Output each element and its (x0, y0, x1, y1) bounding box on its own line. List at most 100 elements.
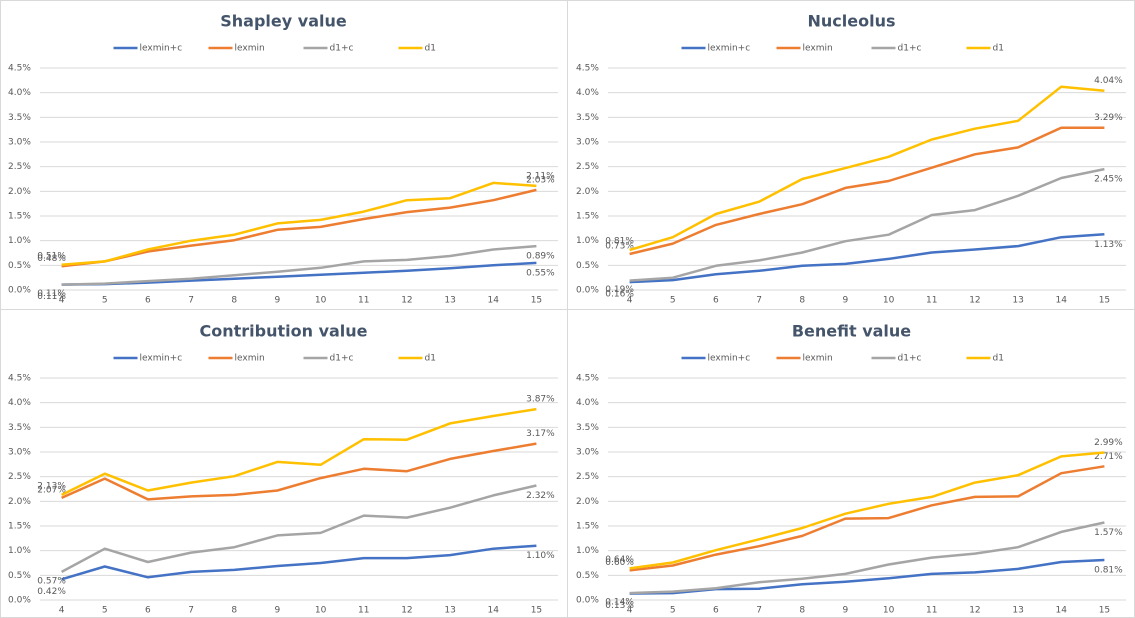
y-tick-label: 0.5% (576, 571, 599, 581)
y-tick-label: 0.0% (576, 286, 599, 296)
y-tick-label: 4.0% (8, 398, 31, 408)
chart-title: Nucleolus (808, 12, 896, 31)
x-tick-label: 6 (713, 296, 719, 306)
x-tick-label: 6 (145, 296, 151, 306)
legend-label: d1 (425, 354, 436, 364)
data-label: 0.48% (37, 254, 66, 264)
legend-label: lexmin+c (140, 44, 183, 54)
x-tick-label: 13 (1012, 606, 1023, 616)
x-tick-label: 15 (1099, 296, 1110, 306)
series-line (629, 126, 1105, 256)
chart-title: Contribution value (199, 322, 367, 341)
y-tick-label: 2.0% (8, 187, 31, 197)
y-tick-label: 4.0% (576, 398, 599, 408)
y-tick-label: 4.5% (576, 64, 599, 74)
data-label: 2.32% (526, 491, 555, 501)
y-tick-label: 4.0% (8, 88, 31, 98)
x-tick-label: 12 (969, 296, 980, 306)
y-tick-label: 2.0% (576, 497, 599, 507)
x-tick-label: 14 (488, 296, 500, 306)
x-tick-label: 12 (401, 296, 412, 306)
y-tick-label: 3.0% (576, 448, 599, 458)
series-line (61, 188, 537, 268)
x-tick-label: 5 (670, 296, 676, 306)
series-line (629, 85, 1105, 252)
x-tick-label: 11 (926, 606, 937, 616)
series-line (61, 484, 537, 574)
data-label: 0.19% (605, 285, 634, 295)
x-tick-label: 4 (59, 606, 65, 616)
x-tick-label: 10 (315, 296, 327, 306)
x-tick-label: 15 (531, 296, 542, 306)
legend-label: lexmin (235, 354, 265, 364)
x-tick-label: 8 (799, 606, 805, 616)
chart-panel: Shapley value 0.0% 0.5% 1.0% 1.5% 2.0% 2.5% 3.0… (8, 12, 558, 306)
x-tick-label: 9 (843, 606, 849, 616)
y-tick-label: 0.0% (8, 286, 31, 296)
y-tick-label: 2.5% (576, 162, 599, 172)
x-tick-label: 7 (756, 606, 762, 616)
data-label: 0.42% (37, 587, 66, 597)
x-tick-label: 13 (1012, 296, 1023, 306)
x-tick-label: 8 (231, 296, 237, 306)
legend-label: d1 (993, 44, 1004, 54)
x-tick-label: 14 (1056, 606, 1068, 616)
data-label: 2.71% (1094, 452, 1123, 462)
legend-label: lexmin (803, 354, 833, 364)
data-label: 2.03% (526, 175, 555, 185)
x-tick-label: 5 (102, 606, 108, 616)
chart-title: Benefit value (792, 322, 911, 341)
x-tick-label: 8 (799, 296, 805, 306)
x-tick-label: 9 (275, 606, 281, 616)
y-tick-label: 1.0% (576, 546, 599, 556)
x-tick-label: 4 (627, 296, 633, 306)
y-tick-label: 0.5% (576, 261, 599, 271)
x-tick-label: 13 (444, 296, 455, 306)
data-label: 0.11% (37, 292, 66, 302)
y-tick-label: 1.0% (8, 546, 31, 556)
data-label: 0.14% (605, 598, 634, 608)
legend-label: d1+c (898, 44, 922, 54)
data-label: 3.17% (526, 429, 555, 439)
x-tick-label: 4 (627, 606, 633, 616)
y-tick-label: 1.5% (8, 522, 31, 532)
data-label: 0.81% (1094, 566, 1123, 576)
data-label: 3.87% (526, 395, 555, 405)
series-line (61, 244, 537, 286)
y-tick-label: 4.0% (576, 88, 599, 98)
series-line (61, 181, 537, 267)
x-tick-label: 15 (531, 606, 542, 616)
data-label: 2.13% (37, 481, 66, 491)
x-tick-label: 5 (670, 606, 676, 616)
data-label: 0.55% (526, 268, 555, 278)
legend-label: lexmin (235, 44, 265, 54)
data-label: 1.57% (1094, 528, 1123, 538)
x-tick-label: 10 (315, 606, 327, 616)
x-tick-label: 10 (883, 606, 895, 616)
legend-label: lexmin+c (708, 44, 751, 54)
x-tick-label: 11 (358, 606, 369, 616)
x-tick-label: 14 (1056, 296, 1068, 306)
chart-panel: Benefit value 0.0% 0.5% 1.0% 1.5% 2.0% 2.5% 3.0… (576, 322, 1126, 616)
x-tick-label: 12 (401, 606, 412, 616)
data-label: 0.81% (605, 237, 634, 247)
x-tick-label: 5 (102, 296, 108, 306)
y-tick-label: 1.5% (576, 212, 599, 222)
data-label: 0.16% (605, 290, 634, 300)
series-line (61, 407, 537, 497)
x-tick-label: 6 (713, 606, 719, 616)
legend-label: d1 (425, 44, 436, 54)
y-tick-label: 0.5% (8, 571, 31, 581)
legend-label: d1 (993, 354, 1004, 364)
data-label: 0.89% (526, 252, 555, 262)
series-line (629, 233, 1105, 284)
data-label: 0.51% (37, 251, 66, 261)
x-tick-label: 10 (883, 296, 895, 306)
chart-title: Shapley value (220, 12, 347, 31)
y-tick-label: 4.5% (576, 374, 599, 384)
x-tick-label: 11 (926, 296, 937, 306)
x-tick-label: 6 (145, 606, 151, 616)
y-tick-label: 2.5% (8, 472, 31, 482)
